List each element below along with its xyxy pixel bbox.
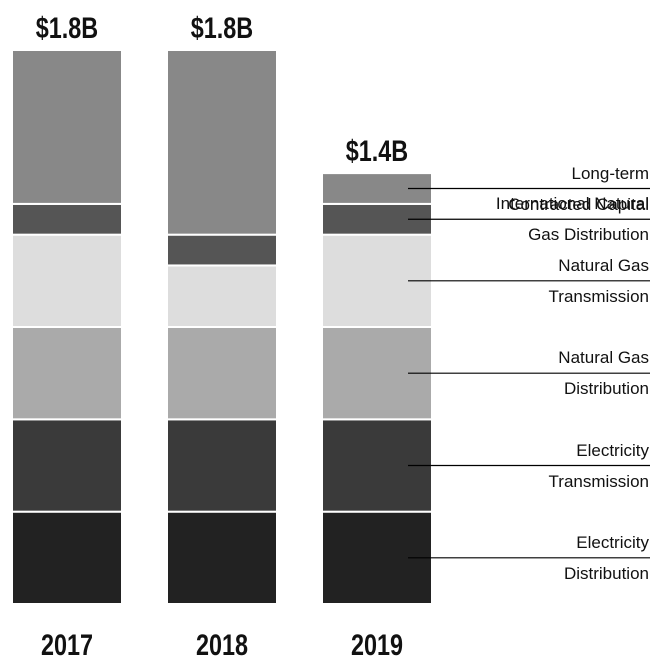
bar-segment <box>166 326 278 421</box>
bar-segment <box>11 418 123 513</box>
bar-segment <box>11 326 123 421</box>
x-tick-label: 2018 <box>196 628 248 661</box>
bar-segment <box>166 49 278 236</box>
legend-label: Electricity Distribution <box>563 532 649 583</box>
legend-label: Natural Gas Transmission <box>548 255 649 306</box>
bar-segment <box>11 202 123 236</box>
legend-label: International Natural Gas Distribution <box>495 194 649 245</box>
total-label: $1.4B <box>346 134 408 167</box>
bar-segment <box>166 233 278 267</box>
x-tick-label: 2019 <box>351 628 403 661</box>
bar-segment <box>11 49 123 205</box>
legend-label: Long-term Contracted Capital <box>508 163 649 214</box>
legend-label: Electricity Transmission <box>548 440 649 491</box>
total-label: $1.8B <box>191 11 253 44</box>
legend-label: Natural Gas Distribution <box>558 348 649 399</box>
bar-segment <box>166 264 278 329</box>
bar-segment <box>11 510 123 605</box>
bar-segment <box>11 233 123 329</box>
bar-segment <box>166 510 278 605</box>
x-tick-label: 2017 <box>41 628 93 661</box>
total-label: $1.8B <box>36 11 98 44</box>
bar-segment <box>166 418 278 513</box>
